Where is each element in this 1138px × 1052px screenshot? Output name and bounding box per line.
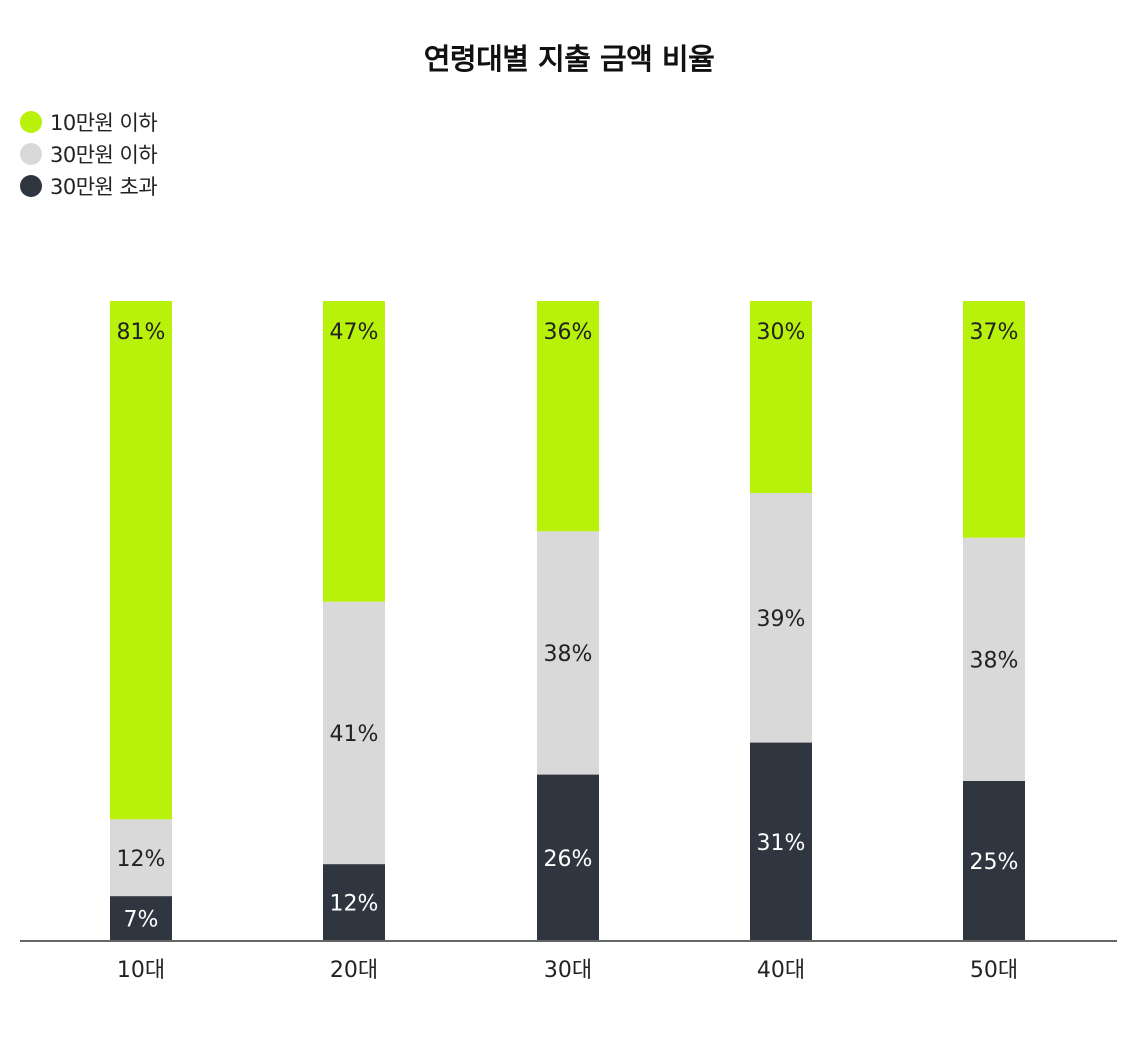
x-tick-label: 30대 xyxy=(544,958,592,983)
legend: 10만원 이하 30만원 이하 30만원 초과 xyxy=(20,106,158,202)
bar-segment xyxy=(323,301,385,602)
data-label: 25% xyxy=(970,850,1019,875)
data-label: 12% xyxy=(117,847,166,872)
legend-swatch-icon xyxy=(20,143,42,165)
bar-segment xyxy=(110,819,172,897)
bar-segment xyxy=(323,864,385,941)
data-label: 38% xyxy=(544,642,593,667)
x-tick-label: 20대 xyxy=(330,958,378,983)
bar-segment xyxy=(750,301,812,493)
data-label: 7% xyxy=(124,908,159,933)
data-label: 39% xyxy=(757,607,806,632)
legend-item: 30만원 초과 xyxy=(20,170,158,202)
legend-label: 30만원 초과 xyxy=(50,175,158,199)
data-label: 36% xyxy=(544,320,593,345)
chart-title: 연령대별 지출 금액 비율 xyxy=(423,42,715,76)
data-label: 26% xyxy=(544,847,593,872)
bar-segment xyxy=(323,601,385,865)
legend-label: 10만원 이하 xyxy=(50,111,158,135)
data-label: 30% xyxy=(757,320,806,345)
data-label: 41% xyxy=(330,722,379,747)
x-tick-label: 50대 xyxy=(970,958,1018,983)
bar-segment xyxy=(537,531,599,775)
data-label: 38% xyxy=(970,648,1019,673)
bar-segment xyxy=(750,742,812,941)
x-tick-label: 40대 xyxy=(757,958,805,983)
legend-swatch-icon xyxy=(20,111,42,133)
legend-swatch-icon xyxy=(20,175,42,197)
x-tick-label: 10대 xyxy=(117,958,165,983)
data-label: 12% xyxy=(330,892,379,917)
legend-item: 30만원 이하 xyxy=(20,138,158,170)
bar-segment xyxy=(537,774,599,941)
legend-label: 30만원 이하 xyxy=(50,143,158,167)
bar-segment xyxy=(537,301,599,532)
bar-segment xyxy=(963,537,1025,781)
data-label: 47% xyxy=(330,320,379,345)
bar-segment xyxy=(963,301,1025,538)
legend-item: 10만원 이하 xyxy=(20,106,158,138)
data-label: 37% xyxy=(970,320,1019,345)
bar-segment xyxy=(750,493,812,743)
bar-segment xyxy=(963,781,1025,941)
data-label: 31% xyxy=(757,831,806,856)
data-label: 81% xyxy=(117,320,166,345)
bar-segment xyxy=(110,896,172,941)
bar-segment xyxy=(110,301,172,820)
